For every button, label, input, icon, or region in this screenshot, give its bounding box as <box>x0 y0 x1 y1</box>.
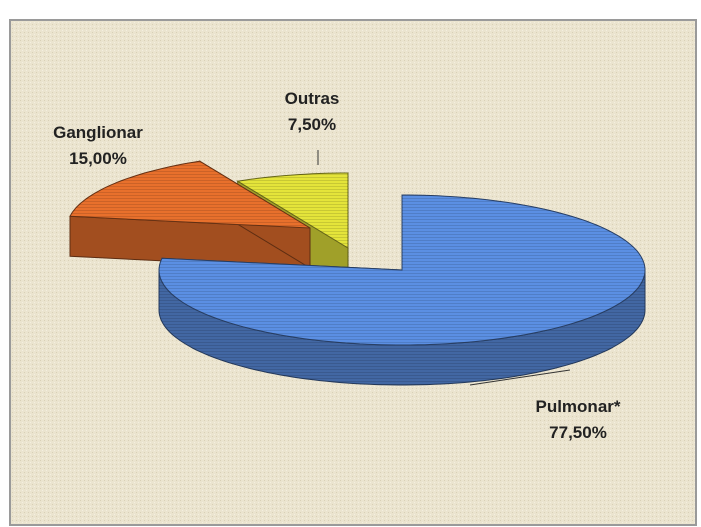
slice-label: Ganglionar <box>53 123 143 142</box>
slice-label: Pulmonar* <box>535 397 620 416</box>
slice-value-label: 7,50% <box>288 115 336 134</box>
slice-value-label: 77,50% <box>549 423 607 442</box>
slice-value-label: 15,00% <box>69 149 127 168</box>
slice-label: Outras <box>285 89 340 108</box>
pie-slice <box>69 160 311 269</box>
slice-top-texture <box>237 173 348 248</box>
slice-top-texture <box>159 195 645 345</box>
pie-slice <box>158 194 646 386</box>
slice-top-texture <box>70 161 310 228</box>
slice-side-texture <box>159 270 645 385</box>
leader-line <box>469 369 571 386</box>
